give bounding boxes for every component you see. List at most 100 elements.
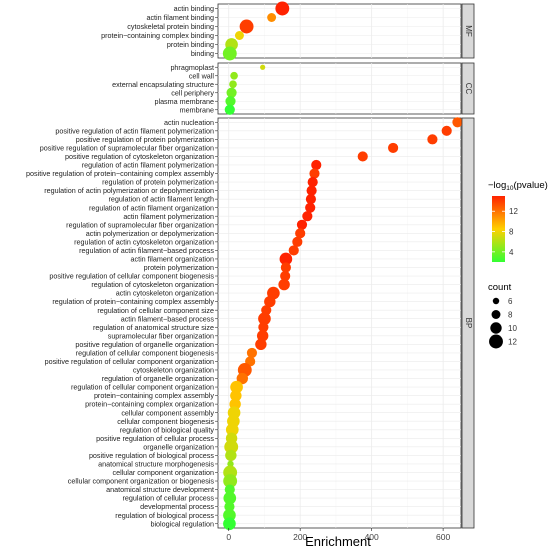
color-legend: −log10(pvalue) 4 8 12 xyxy=(488,180,548,262)
y-tick-label: positive regulation of cellular componen… xyxy=(49,272,214,281)
y-tick-label: binding xyxy=(191,49,214,58)
data-point xyxy=(260,64,266,70)
y-tick-label: protein−containing complex binding xyxy=(101,31,214,40)
y-tick-label: regulation of protein−containing complex… xyxy=(52,297,214,306)
size-legend-label: 10 xyxy=(508,324,517,333)
y-tick-label: anatomical structure development xyxy=(106,485,214,494)
y-tick-label: cellular component assembly xyxy=(121,408,214,417)
y-tick-label: phragmoplast xyxy=(170,63,214,72)
y-tick-label: protein−containing complex organization xyxy=(85,400,214,409)
y-tick-label: cellular component organization or bioge… xyxy=(68,477,215,486)
color-legend-bar xyxy=(492,196,505,262)
y-tick-label: regulation of protein polymerization xyxy=(102,178,214,187)
y-tick-label: cell wall xyxy=(189,71,215,80)
data-point xyxy=(388,142,399,153)
y-tick-label: cellular component organization xyxy=(113,468,215,477)
y-tick-label: organelle organization xyxy=(143,442,214,451)
y-tick-label: cytoskeletal protein binding xyxy=(127,22,214,31)
data-point xyxy=(357,151,368,162)
y-tick-label: regulation of actin filament length xyxy=(109,195,214,204)
y-tick-label: positive regulation of protein polymeriz… xyxy=(76,135,214,144)
data-point xyxy=(230,71,238,80)
color-legend-tick-label: 4 xyxy=(509,248,514,257)
y-tick-label: positive regulation of cellular process xyxy=(96,434,214,443)
y-tick-label: regulation of actin filament−based proce… xyxy=(79,246,214,255)
color-legend-tick-label: 8 xyxy=(509,228,514,237)
data-point xyxy=(280,262,291,273)
y-tick-label: positive regulation of cytoskeleton orga… xyxy=(65,152,214,161)
facet-strip xyxy=(461,3,475,59)
y-tick-label: actin filament polymerization xyxy=(123,212,214,221)
y-tick-label: regulation of organelle organization xyxy=(102,374,214,383)
data-point xyxy=(223,474,238,488)
facet-strip-label: CC xyxy=(464,83,473,95)
x-axis-label: Enrichment xyxy=(305,534,371,549)
data-point xyxy=(305,202,316,213)
data-point xyxy=(305,194,316,205)
data-point xyxy=(229,80,237,89)
data-point xyxy=(224,484,235,495)
facet-strip xyxy=(461,62,475,115)
size-legend-title: count xyxy=(488,282,512,293)
size-legend-key xyxy=(489,334,503,349)
y-tick-label: regulation of cellular component organiz… xyxy=(71,383,214,392)
y-tick-label: regulation of biological process xyxy=(115,511,214,520)
y-tick-label: regulation of cellular component biogene… xyxy=(76,348,215,357)
data-point xyxy=(280,270,291,282)
y-tick-label: actin binding xyxy=(174,4,214,13)
y-tick-label: cellular component biogenesis xyxy=(117,417,214,426)
data-point xyxy=(306,185,317,196)
x-tick-label: 200 xyxy=(293,532,307,542)
y-tick-label: regulation of actin filament polymerizat… xyxy=(82,161,214,170)
data-point xyxy=(225,449,237,462)
data-point xyxy=(307,176,318,188)
data-point xyxy=(246,347,258,358)
facet-strip xyxy=(461,117,475,529)
y-tick-label: protein polymerization xyxy=(144,263,214,272)
y-tick-label: plasma membrane xyxy=(154,97,214,106)
y-tick-label: regulation of anatomical structure size xyxy=(93,323,214,332)
y-tick-label: cell periphery xyxy=(171,88,214,97)
y-tick-label: positive regulation of biological proces… xyxy=(89,451,214,460)
data-point xyxy=(223,517,236,531)
data-point xyxy=(256,330,269,342)
data-point xyxy=(258,322,269,333)
data-point xyxy=(222,46,237,61)
x-tick-label: 0 xyxy=(226,532,231,542)
data-point xyxy=(295,228,306,239)
x-tick-label: 600 xyxy=(436,532,450,542)
y-tick-label: cytoskeleton organization xyxy=(133,366,214,375)
y-tick-label: regulation of cytoskeleton organization xyxy=(91,280,214,289)
data-point xyxy=(311,159,322,171)
y-tick-label: regulation of biological quality xyxy=(120,425,215,434)
data-point xyxy=(225,96,236,107)
data-point xyxy=(224,439,239,454)
data-point xyxy=(227,460,234,468)
y-tick-label: regulation of cellular component size xyxy=(97,306,214,315)
size-legend-label: 8 xyxy=(508,311,513,320)
y-tick-label: external encapsulating structure xyxy=(112,80,214,89)
x-axis: 0 200 400 600 xyxy=(226,528,450,542)
y-tick-label: positive regulation of protein−containin… xyxy=(26,169,214,178)
data-point xyxy=(427,134,438,145)
panel-background xyxy=(217,3,462,59)
y-tick-label: supramolecular fiber organization xyxy=(108,331,214,340)
size-legend-label: 6 xyxy=(508,297,513,306)
y-tick-label: actin filament organization xyxy=(130,255,214,264)
data-point xyxy=(275,1,290,16)
y-tick-label: regulation of cellular process xyxy=(123,494,215,503)
color-legend-title: −log10(pvalue) xyxy=(488,180,548,192)
data-point xyxy=(309,168,320,179)
color-legend-tick-label: 12 xyxy=(509,207,518,216)
data-point xyxy=(288,245,299,256)
y-tick-label: actin cytoskeleton organization xyxy=(116,289,214,298)
data-point xyxy=(230,380,243,394)
data-point xyxy=(258,312,271,326)
y-tick-label: positive regulation of cellular componen… xyxy=(45,357,214,366)
data-point xyxy=(441,125,452,136)
y-tick-label: developmental process xyxy=(140,502,214,511)
